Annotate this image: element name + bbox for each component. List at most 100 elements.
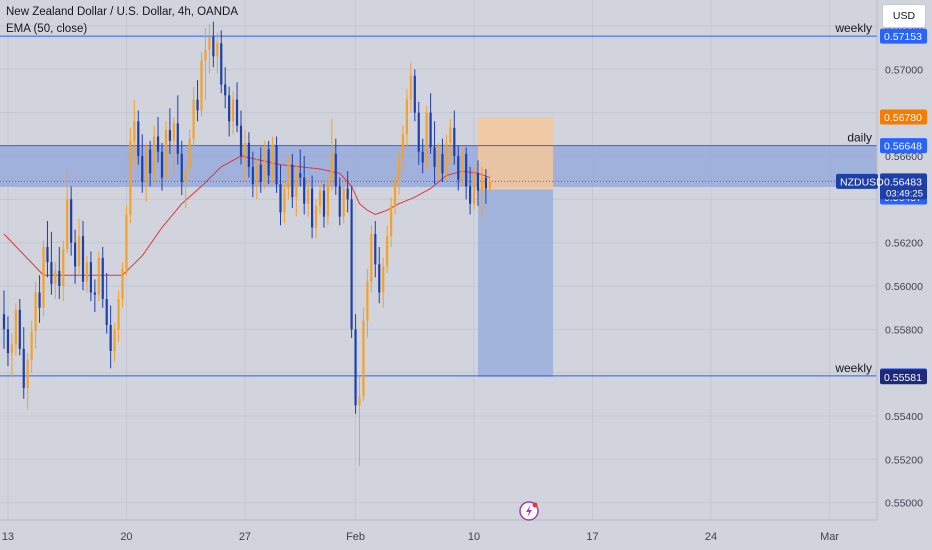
take-profit-zone (478, 189, 554, 377)
candle-body (445, 143, 448, 174)
candle-body (405, 99, 408, 135)
candle-body (160, 151, 164, 178)
candle-body (239, 125, 243, 156)
candle-body (14, 309, 17, 345)
candle-body (299, 173, 302, 178)
candle-body (74, 242, 77, 267)
date-tick-label: Mar (820, 531, 839, 543)
candle-body (362, 320, 365, 397)
candle-body (291, 164, 294, 198)
lightning-icon (526, 505, 532, 517)
candle-body (330, 153, 333, 182)
candle-body (441, 153, 444, 174)
candle-body (295, 173, 298, 198)
candle-body (374, 234, 377, 265)
chart-legend: New Zealand Dollar / U.S. Dollar, 4h, OA… (6, 4, 238, 38)
events-dot-icon (532, 502, 538, 508)
date-tick-label: 13 (2, 531, 14, 543)
indicator-legend[interactable]: EMA (50, close) (6, 23, 88, 35)
candle-body (200, 60, 203, 111)
price-tag-bg (880, 138, 927, 154)
candle-body (480, 177, 484, 191)
candle-body (153, 136, 156, 174)
price-tag: 0.55581 (884, 372, 922, 384)
candle-body (156, 136, 160, 152)
candle-body (386, 236, 389, 267)
candle-body (141, 156, 144, 182)
ema-line (3, 155, 491, 276)
price-tick-label: 0.55200 (885, 454, 923, 466)
price-tag: 0.56648 (884, 141, 922, 153)
candle-body (30, 331, 33, 360)
candle-body (393, 182, 397, 206)
candle-body (113, 329, 116, 351)
candle-body (247, 143, 250, 167)
candle-body (314, 205, 318, 228)
candle-body (93, 292, 96, 295)
candle-body (62, 249, 65, 286)
candle-body (401, 134, 405, 159)
price-tag: 0.56780 (884, 112, 922, 124)
candle-body (184, 169, 187, 182)
currency-button[interactable]: USD (882, 4, 926, 28)
candle-body (311, 188, 314, 228)
candle-body (192, 99, 195, 139)
price-tag-bg (880, 28, 927, 44)
symbol-tag-bg (836, 173, 878, 189)
candle-body (109, 325, 112, 351)
candle-body (342, 188, 345, 217)
candle-body (267, 149, 270, 176)
candle-body (378, 264, 381, 293)
candle-body (228, 95, 231, 122)
date-tick-label: 24 (705, 531, 717, 543)
candle-body (50, 262, 53, 284)
candle-body (6, 329, 10, 354)
candle-body (271, 145, 274, 176)
price-tick-label: 0.57000 (885, 64, 923, 76)
candle-body (105, 299, 108, 325)
price-tick-label: 0.55400 (885, 411, 923, 423)
candle-body (164, 130, 168, 178)
date-tick-label: 27 (239, 531, 251, 543)
candle-body (350, 199, 353, 330)
candle-body (283, 188, 286, 213)
candle-body (66, 199, 69, 250)
candle-body (382, 266, 385, 293)
candle-body (397, 158, 401, 182)
candle-body (216, 43, 219, 57)
candle-body (70, 199, 73, 243)
date-tick-label: 10 (468, 531, 480, 543)
candle-body (46, 247, 49, 263)
price-tick-label: 0.55800 (885, 324, 923, 336)
candle-body (251, 166, 254, 185)
level-label-daily: daily (847, 131, 872, 145)
price-tag-bg (880, 369, 927, 385)
candle-body (2, 314, 6, 330)
price-tag-bg (880, 109, 927, 125)
candle-body (334, 153, 337, 187)
candle-body (196, 99, 199, 111)
price-tick-label: 0.55000 (885, 498, 923, 510)
date-tick-label: 17 (586, 531, 598, 543)
candle-body (204, 49, 207, 61)
symbol-title[interactable]: New Zealand Dollar / U.S. Dollar, 4h, OA… (6, 6, 239, 18)
candle-body (10, 344, 13, 354)
time-axis (0, 520, 877, 550)
candle-body (303, 177, 306, 204)
candle-body (235, 99, 239, 126)
candle-body (220, 43, 223, 85)
plot-background (0, 0, 877, 520)
candle-body (176, 123, 179, 154)
candle-body (133, 121, 136, 141)
candle-body (121, 268, 124, 299)
candle-body (77, 236, 81, 267)
candle-body (465, 153, 468, 187)
last-price-tag-bg (880, 173, 927, 200)
candle-body (232, 99, 235, 122)
candle-body (457, 156, 460, 180)
candle-body (488, 182, 491, 189)
candle-body (255, 164, 258, 185)
candle-body (125, 214, 128, 269)
